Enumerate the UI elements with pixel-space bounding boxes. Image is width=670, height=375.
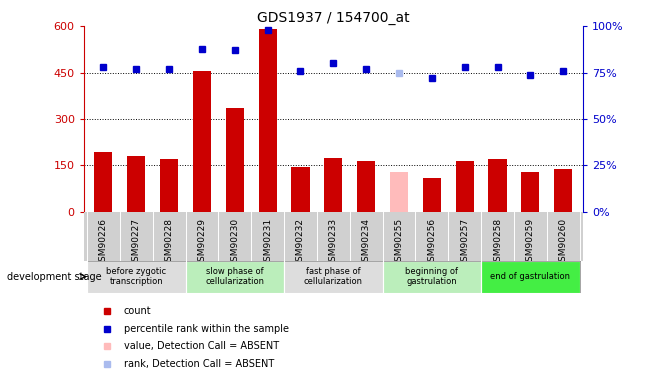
Text: before zygotic
transcription: before zygotic transcription xyxy=(107,267,166,286)
Bar xyxy=(160,159,178,212)
Bar xyxy=(259,29,277,212)
Bar xyxy=(423,178,441,212)
Bar xyxy=(390,172,408,212)
Text: fast phase of
cellularization: fast phase of cellularization xyxy=(304,267,363,286)
Bar xyxy=(383,261,481,292)
Bar xyxy=(456,161,474,212)
Bar xyxy=(357,161,375,212)
Text: count: count xyxy=(124,306,151,316)
Bar xyxy=(94,152,113,212)
Bar xyxy=(488,159,507,212)
Bar xyxy=(291,167,310,212)
Bar xyxy=(186,261,284,292)
Bar xyxy=(554,169,572,212)
Bar xyxy=(284,261,383,292)
Text: percentile rank within the sample: percentile rank within the sample xyxy=(124,324,289,333)
Text: value, Detection Call = ABSENT: value, Detection Call = ABSENT xyxy=(124,341,279,351)
Bar xyxy=(127,156,145,212)
Bar xyxy=(193,71,211,212)
Text: rank, Detection Call = ABSENT: rank, Detection Call = ABSENT xyxy=(124,359,274,369)
Bar xyxy=(87,261,186,292)
Text: end of gastrulation: end of gastrulation xyxy=(490,272,570,281)
Title: GDS1937 / 154700_at: GDS1937 / 154700_at xyxy=(257,11,409,25)
Bar xyxy=(481,261,580,292)
Text: slow phase of
cellularization: slow phase of cellularization xyxy=(205,267,264,286)
Bar xyxy=(324,158,342,212)
Text: beginning of
gastrulation: beginning of gastrulation xyxy=(405,267,458,286)
Text: development stage: development stage xyxy=(7,272,101,282)
Bar xyxy=(521,172,539,212)
Bar xyxy=(226,108,244,212)
